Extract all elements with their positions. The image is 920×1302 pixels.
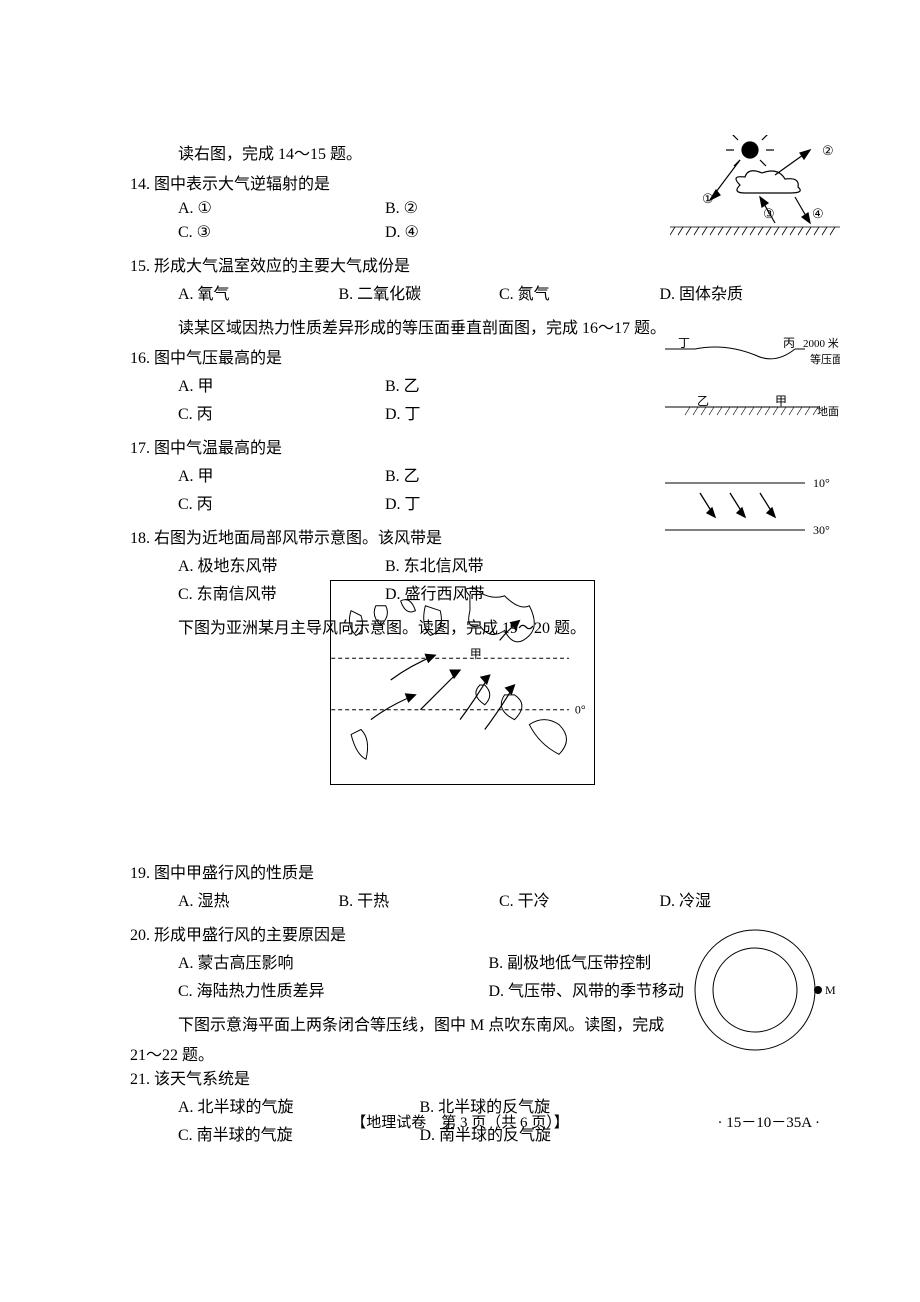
figure-atmosphere: ① ② ③ ④ [670, 135, 840, 245]
q19-title: 19. 图中甲盛行风的性质是 [130, 859, 820, 883]
q19-opt-b: B. 干热 [339, 887, 500, 911]
exam-content: ① ② ③ ④ 丁 丙 乙 甲 2000 米 等压面 地面 10° 30 [130, 140, 820, 1149]
svg-text:甲: 甲 [775, 394, 787, 408]
q14-opt-b: B. ② [385, 198, 592, 218]
q15-opt-b: B. 二氧化碳 [339, 280, 500, 304]
svg-text:30°: 30° [813, 523, 830, 537]
q19-opt-c: C. 干冷 [499, 887, 660, 911]
question-15: 15. 形成大气温室效应的主要大气成份是 A. 氧气 B. 二氧化碳 C. 氮气… [130, 252, 820, 308]
q21-title: 21. 该天气系统是 [130, 1065, 820, 1089]
q17-opt-a: A. 甲 [178, 462, 385, 486]
q15-opt-d: D. 固体杂质 [660, 280, 821, 304]
svg-text:等压面: 等压面 [810, 352, 840, 366]
q17-opt-d: D. 丁 [385, 490, 592, 514]
q18-opt-b: B. 东北信风带 [385, 552, 592, 576]
svg-text:地面: 地面 [817, 405, 839, 418]
svg-text:2000 米: 2000 米 [803, 337, 839, 350]
svg-text:M: M [825, 983, 836, 997]
svg-text:④: ④ [812, 206, 824, 221]
figure-asia-monsoon: 甲 0° [330, 580, 595, 785]
figure-cyclone: M [685, 920, 840, 1060]
svg-text:③: ③ [763, 206, 775, 221]
q20-opt-a: A. 蒙古高压影响 [178, 949, 489, 973]
q17-title: 17. 图中气温最高的是 [130, 434, 820, 458]
q15-title: 15. 形成大气温室效应的主要大气成份是 [130, 252, 820, 276]
svg-text:0°: 0° [575, 703, 586, 717]
q14-opt-d: D. ④ [385, 222, 592, 242]
svg-text:乙: 乙 [697, 394, 709, 408]
svg-text:甲: 甲 [470, 647, 482, 661]
q16-opt-c: C. 丙 [178, 400, 385, 424]
q14-opt-a: A. ① [178, 198, 385, 218]
q15-opt-c: C. 氮气 [499, 280, 660, 304]
q14-opt-c: C. ③ [178, 222, 385, 242]
q16-opt-a: A. 甲 [178, 372, 385, 396]
q17-opt-b: B. 乙 [385, 462, 592, 486]
question-19: 19. 图中甲盛行风的性质是 A. 湿热 B. 干热 C. 干冷 D. 冷湿 [130, 859, 820, 915]
svg-text:①: ① [702, 191, 714, 206]
q19-opt-d: D. 冷湿 [660, 887, 821, 911]
figure-isobar: 丁 丙 乙 甲 2000 米 等压面 地面 [665, 335, 840, 425]
q16-opt-b: B. 乙 [385, 372, 592, 396]
q17-opt-c: C. 丙 [178, 490, 385, 514]
q16-opt-d: D. 丁 [385, 400, 592, 424]
svg-text:10°: 10° [813, 476, 830, 490]
q20-opt-c: C. 海陆热力性质差异 [178, 977, 489, 1001]
q19-opt-a: A. 湿热 [178, 887, 339, 911]
svg-text:②: ② [822, 143, 834, 158]
page-footer-code: · 15－10－35A · [718, 1111, 821, 1132]
svg-text:丁: 丁 [678, 336, 690, 350]
question-21: 21. 该天气系统是 A. 北半球的气旋 B. 北半球的反气旋 C. 南半球的气… [130, 1065, 820, 1149]
svg-text:丙: 丙 [783, 336, 795, 350]
figure-wind-belt: 10° 30° [665, 475, 840, 540]
q18-opt-a: A. 极地东风带 [178, 552, 385, 576]
q15-opt-a: A. 氧气 [178, 280, 339, 304]
